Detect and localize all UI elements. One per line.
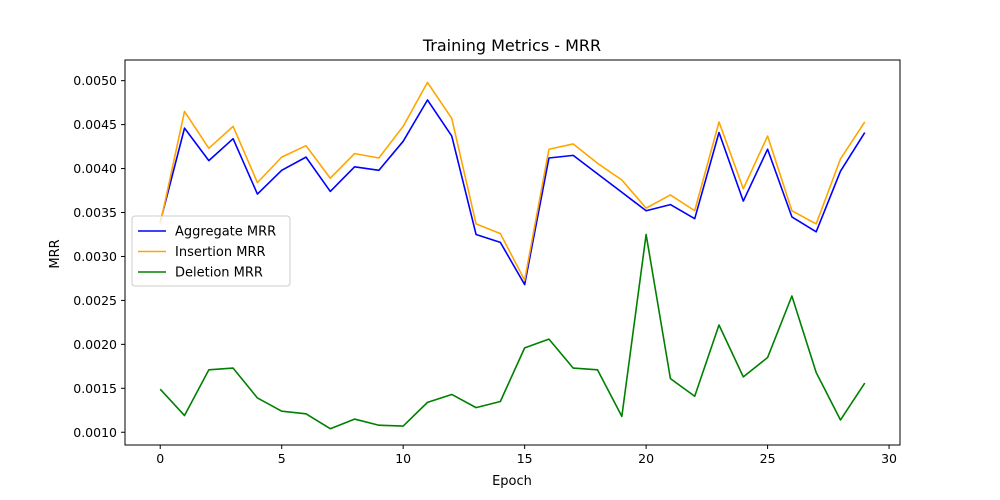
- series-line-deletion-mrr: [159, 233, 866, 430]
- y-tick-label: 0.0010: [73, 425, 117, 440]
- y-tick-label: 0.0030: [73, 249, 117, 264]
- x-tick-label: 10: [395, 451, 411, 466]
- series-line-insertion-mrr: [159, 81, 866, 281]
- x-tick-label: 30: [881, 451, 897, 466]
- x-tick-label: 25: [760, 451, 776, 466]
- x-tick-label: 20: [638, 451, 654, 466]
- plot-frame: [124, 59, 901, 446]
- x-tick-label: 15: [517, 451, 533, 466]
- series-line-aggregate-mrr: [159, 99, 866, 286]
- legend-label: Insertion MRR: [175, 245, 266, 260]
- legend-label: Deletion MRR: [175, 266, 263, 281]
- legend-label: Aggregate MRR: [175, 225, 276, 240]
- y-axis-ticks: 0.0010 0.0015 0.0020 0.0025 0.0030 0.0035 0.00…: [73, 73, 125, 440]
- x-tick-label: 0: [156, 451, 164, 466]
- y-tick-label: 0.0020: [73, 337, 117, 352]
- y-tick-label: 0.0045: [73, 117, 117, 132]
- chart-title: Training Metrics - MRR: [422, 36, 601, 55]
- y-tick-label: 0.0025: [73, 293, 117, 308]
- y-tick-label: 0.0035: [73, 205, 117, 220]
- y-tick-label: 0.0050: [73, 73, 117, 88]
- legend: Aggregate MRR Insertion MRR Deletion MRR: [131, 215, 291, 287]
- x-axis-ticks: 0 5 10 15 20 25 30: [156, 445, 897, 466]
- series-lines: [159, 81, 866, 430]
- y-tick-label: 0.0040: [73, 161, 117, 176]
- legend-box: [131, 215, 291, 287]
- y-axis-label: MRR: [48, 239, 63, 268]
- x-axis-label: Epoch: [492, 474, 532, 489]
- y-tick-label: 0.0015: [73, 381, 117, 396]
- x-tick-label: 5: [278, 451, 286, 466]
